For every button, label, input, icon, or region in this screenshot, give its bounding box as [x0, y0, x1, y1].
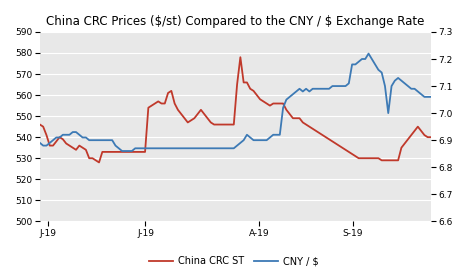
- CNY / $: [349, 63, 355, 66]
- China CRC ST: [352, 155, 358, 158]
- China CRC ST: [422, 133, 427, 137]
- CNY / $: [366, 52, 371, 55]
- Legend: China CRC ST, CNY / $: China CRC ST, CNY / $: [145, 252, 323, 270]
- China CRC ST: [37, 123, 43, 126]
- CNY / $: [37, 141, 43, 145]
- CNY / $: [146, 147, 151, 150]
- CNY / $: [428, 95, 434, 98]
- China CRC ST: [313, 129, 319, 133]
- China CRC ST: [428, 136, 434, 139]
- CNY / $: [257, 139, 263, 142]
- Line: China CRC ST: China CRC ST: [40, 57, 431, 163]
- China CRC ST: [238, 56, 243, 59]
- China CRC ST: [261, 100, 266, 103]
- CNY / $: [119, 149, 125, 153]
- China CRC ST: [146, 106, 151, 109]
- CNY / $: [310, 87, 315, 90]
- China CRC ST: [96, 161, 102, 164]
- China CRC ST: [123, 150, 128, 153]
- Line: CNY / $: CNY / $: [40, 54, 431, 151]
- Title: China CRC Prices (\$/st) Compared to the CNY / \$ Exchange Rate: China CRC Prices (\$/st) Compared to the…: [46, 15, 424, 28]
- CNY / $: [422, 95, 427, 98]
- CNY / $: [123, 149, 128, 153]
